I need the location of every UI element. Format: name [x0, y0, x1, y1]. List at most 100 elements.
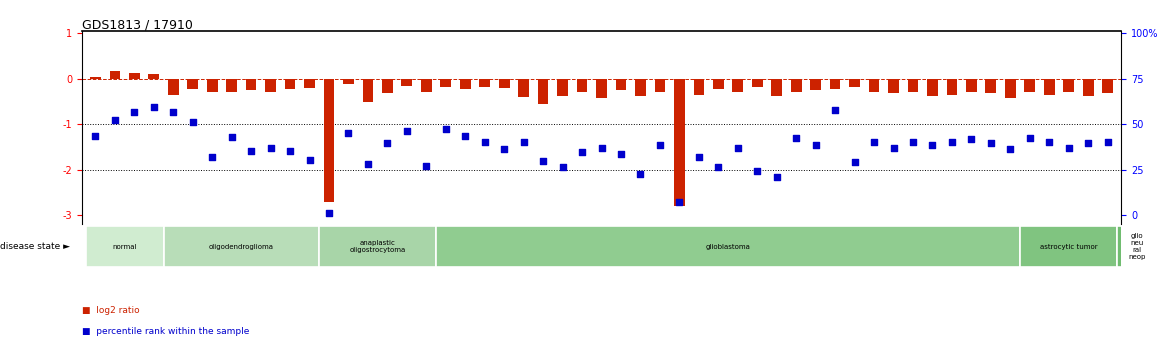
Point — [826, 107, 844, 112]
Point — [495, 147, 514, 152]
Point — [1001, 147, 1020, 152]
Point — [748, 168, 766, 174]
Bar — [402, 79, 412, 86]
Bar — [90, 77, 100, 79]
Bar — [1020, 227, 1118, 267]
Point — [592, 145, 611, 151]
Bar — [479, 79, 491, 87]
Point — [631, 171, 649, 177]
Point — [222, 134, 241, 140]
Bar — [285, 79, 296, 89]
Bar — [1118, 227, 1156, 267]
Bar — [519, 79, 529, 97]
Point — [651, 142, 669, 147]
Point — [514, 139, 533, 144]
Bar — [436, 227, 1020, 267]
Point — [417, 163, 436, 169]
Text: GDS1813 / 17910: GDS1813 / 17910 — [82, 18, 193, 31]
Bar — [986, 79, 996, 93]
Point — [787, 135, 806, 141]
Bar — [732, 79, 743, 91]
Point — [456, 133, 474, 138]
Point — [125, 109, 144, 114]
Text: anaplastic
oligostrocytoma: anaplastic oligostrocytoma — [349, 240, 405, 253]
Bar — [319, 227, 436, 267]
Bar — [849, 79, 860, 87]
Point — [1059, 145, 1078, 151]
Bar — [110, 71, 120, 79]
Bar — [85, 227, 164, 267]
Point — [767, 174, 786, 179]
Bar — [674, 79, 684, 206]
Point — [300, 157, 319, 162]
Point — [729, 145, 748, 151]
Point — [943, 139, 961, 144]
Bar — [888, 79, 899, 93]
Bar — [811, 79, 821, 90]
Point — [145, 104, 164, 110]
Bar — [148, 74, 159, 79]
Point — [923, 142, 941, 147]
Bar — [362, 79, 374, 101]
Point — [534, 158, 552, 164]
Bar — [557, 79, 568, 96]
Point — [864, 139, 883, 144]
Point — [397, 128, 416, 134]
Point — [339, 130, 357, 136]
Bar — [537, 79, 549, 104]
Text: glio
neu
ral
neop: glio neu ral neop — [1128, 233, 1146, 260]
Text: ■  log2 ratio: ■ log2 ratio — [82, 306, 139, 315]
Bar — [908, 79, 918, 92]
Bar — [946, 79, 958, 95]
Bar — [168, 79, 179, 95]
Bar — [791, 79, 801, 92]
Text: ■  percentile rank within the sample: ■ percentile rank within the sample — [82, 327, 249, 336]
Point — [1021, 135, 1040, 141]
Bar — [1044, 79, 1055, 95]
Point — [689, 154, 708, 160]
Bar — [304, 79, 315, 88]
Point — [86, 133, 105, 138]
Point — [981, 140, 1000, 146]
Bar — [187, 79, 199, 89]
Bar — [1024, 79, 1035, 91]
Text: normal: normal — [112, 244, 137, 250]
Bar — [869, 79, 880, 91]
Bar — [1063, 79, 1075, 92]
Bar — [694, 79, 704, 95]
Point — [572, 149, 591, 154]
Point — [164, 109, 182, 114]
Bar — [164, 227, 319, 267]
Bar — [265, 79, 276, 92]
Bar — [577, 79, 588, 92]
Point — [962, 136, 981, 141]
Bar — [1083, 79, 1093, 96]
Point — [280, 148, 299, 154]
Bar — [207, 79, 217, 91]
Point — [612, 151, 631, 157]
Point — [884, 145, 903, 151]
Point — [242, 148, 260, 154]
Bar — [343, 79, 354, 84]
Point — [437, 126, 456, 131]
Bar — [382, 79, 392, 93]
Bar — [966, 79, 976, 91]
Point — [359, 161, 377, 167]
Bar — [927, 79, 938, 96]
Text: disease state ►: disease state ► — [0, 242, 70, 251]
Bar — [324, 79, 334, 201]
Point — [709, 165, 728, 170]
Bar — [771, 79, 783, 96]
Bar — [1103, 79, 1113, 93]
Bar — [712, 79, 724, 89]
Bar — [420, 79, 432, 91]
Point — [475, 140, 494, 145]
Bar — [635, 79, 646, 96]
Point — [1098, 140, 1117, 145]
Point — [1079, 140, 1098, 146]
Point — [670, 200, 689, 205]
Bar — [245, 79, 257, 90]
Point — [904, 140, 923, 145]
Bar — [460, 79, 471, 89]
Point — [262, 145, 280, 151]
